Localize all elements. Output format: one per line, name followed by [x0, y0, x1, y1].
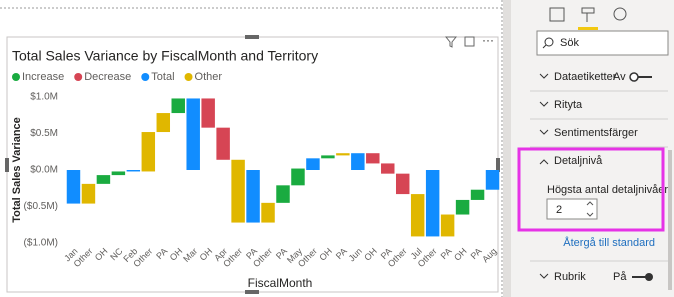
section-rityta[interactable]: Rityta [539, 99, 583, 111]
toggle-knob [645, 273, 653, 281]
bar [81, 183, 96, 204]
bar [156, 113, 171, 133]
section-label: Detaljnivå [554, 155, 603, 167]
filter-icon[interactable] [444, 36, 458, 48]
section-label: Sentimentsfärger [554, 127, 638, 139]
bar [216, 127, 230, 160]
y-tick-label: $0.0M [30, 165, 58, 176]
chevron [539, 273, 549, 279]
legend-label: Increase [22, 71, 64, 83]
search-box[interactable] [536, 30, 669, 56]
x-axis-title: FiscalMonth [248, 276, 313, 290]
spinner[interactable] [546, 198, 598, 220]
pane-gutter [503, 0, 511, 297]
reset-link[interactable]: Återgå till standard [563, 236, 655, 249]
section-label: Rubrik [554, 271, 586, 283]
section-detaljniva[interactable]: Detaljnivå [539, 155, 603, 167]
bar [291, 168, 305, 186]
fields-tab[interactable] [549, 7, 565, 22]
pane-tabs [549, 7, 627, 22]
bar [201, 98, 215, 128]
bar [96, 175, 111, 184]
chevron [539, 129, 549, 135]
bar [351, 153, 365, 170]
section-sentiment[interactable]: Sentimentsfärger [539, 127, 638, 139]
bar [336, 153, 350, 156]
bar [366, 153, 380, 164]
toggle-state: Av [613, 71, 626, 83]
field-label: Högsta antal detaljnivåer [547, 184, 668, 196]
legend-label: Decrease [84, 71, 131, 83]
bar [425, 170, 440, 237]
bar [470, 189, 485, 200]
section-label: Dataetiketter [554, 71, 617, 83]
search-placeholder: Sök [560, 37, 579, 49]
bar [455, 199, 470, 215]
y-tick-label: ($1.0M) [24, 238, 58, 249]
format-tab[interactable] [581, 7, 595, 22]
scrollbar[interactable] [668, 150, 672, 290]
bar [141, 132, 156, 172]
bar [171, 98, 185, 114]
chevron [539, 101, 549, 107]
resize-handle[interactable] [245, 290, 259, 294]
resize-handle[interactable] [245, 35, 259, 39]
section-label: Rityta [554, 99, 583, 111]
visual-header-icons: ··· [444, 33, 494, 48]
more-icon[interactable]: ··· [482, 33, 494, 47]
spinner-value: 2 [556, 204, 562, 216]
bar [231, 159, 245, 223]
active-tab-indicator [578, 27, 598, 30]
highlight-box [517, 147, 665, 232]
legend-swatch [74, 73, 83, 81]
search-icon [544, 37, 554, 47]
section-dataetiketter[interactable]: Dataetiketter Av [539, 71, 652, 83]
bar [111, 171, 126, 176]
bar [395, 173, 410, 195]
chevron [539, 73, 549, 79]
focus-icon[interactable] [464, 36, 475, 47]
legend-swatch [141, 73, 150, 81]
bar [261, 202, 275, 223]
bar [186, 98, 200, 170]
y-tick-label: $0.5M [30, 128, 58, 139]
bar [246, 170, 260, 223]
legend-swatch [184, 73, 193, 81]
legend-label: Other [195, 71, 223, 83]
y-tick-label: $1.0M [30, 92, 58, 103]
bar [306, 158, 320, 170]
bar [440, 214, 455, 237]
legend-swatch [12, 73, 20, 81]
chevron [539, 159, 549, 165]
search-icon [542, 44, 547, 49]
bar [321, 155, 335, 159]
y-tick-label: ($0.5M) [24, 201, 58, 212]
bar [485, 170, 500, 190]
toggle-state: På [613, 271, 627, 283]
spinner-arrows[interactable] [586, 201, 594, 217]
y-axis-title: Total Sales Variance [11, 117, 23, 223]
bar [381, 163, 395, 174]
bar [66, 170, 81, 204]
section-rubrik[interactable]: Rubrik På [539, 271, 653, 283]
toggle-knob [629, 72, 639, 82]
resize-handle[interactable] [496, 158, 500, 172]
analytics-tab[interactable] [613, 7, 627, 21]
chart-title: Total Sales Variance by FiscalMonth and … [12, 48, 318, 64]
resize-handle[interactable] [5, 158, 9, 172]
bar [410, 194, 425, 237]
bar [276, 185, 290, 203]
bar [126, 170, 141, 172]
legend-label: Total [151, 71, 174, 83]
